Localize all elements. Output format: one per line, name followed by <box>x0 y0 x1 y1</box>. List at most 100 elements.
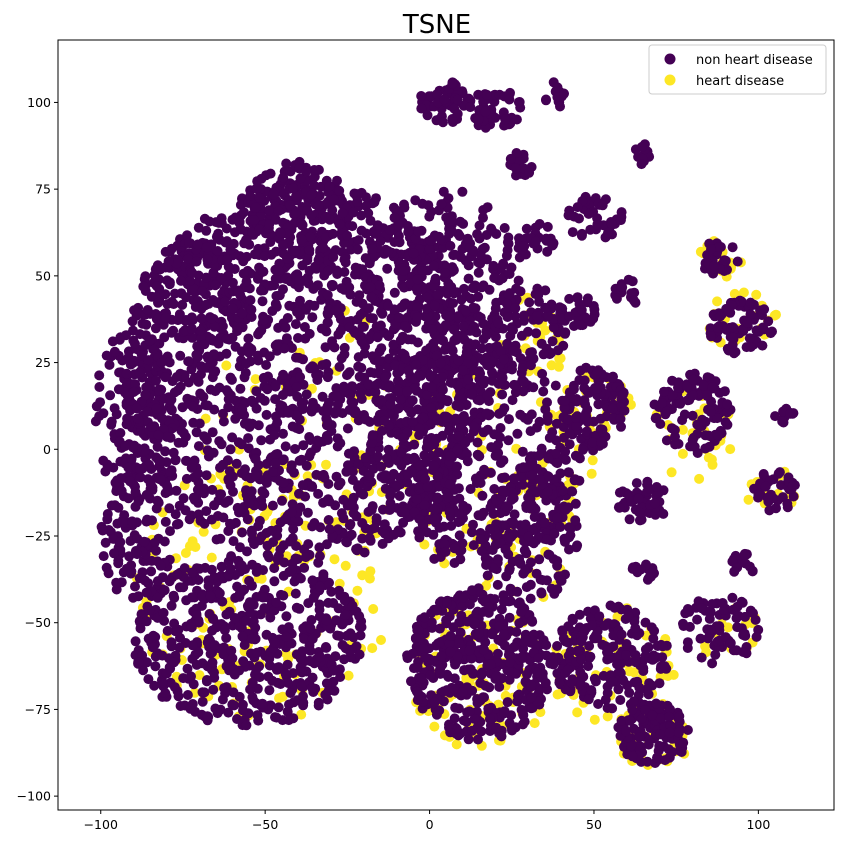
point-non-heart-disease <box>270 273 281 284</box>
point-non-heart-disease <box>226 551 237 562</box>
point-non-heart-disease <box>271 597 282 608</box>
point-non-heart-disease <box>365 215 376 226</box>
point-non-heart-disease <box>250 454 261 465</box>
point-non-heart-disease <box>244 575 255 586</box>
point-non-heart-disease <box>280 514 291 525</box>
point-non-heart-disease <box>152 592 163 603</box>
point-non-heart-disease <box>211 217 222 228</box>
point-non-heart-disease <box>318 571 329 582</box>
point-non-heart-disease <box>450 702 461 713</box>
point-non-heart-disease <box>307 672 318 683</box>
point-non-heart-disease <box>478 507 489 518</box>
point-non-heart-disease <box>238 268 249 279</box>
point-non-heart-disease <box>186 323 197 334</box>
point-non-heart-disease <box>238 207 249 218</box>
point-non-heart-disease <box>509 473 520 484</box>
point-non-heart-disease <box>367 244 378 255</box>
point-non-heart-disease <box>688 374 699 385</box>
point-non-heart-disease <box>307 361 318 372</box>
point-non-heart-disease <box>164 279 175 290</box>
point-non-heart-disease <box>241 358 252 369</box>
point-non-heart-disease <box>496 731 507 742</box>
point-non-heart-disease <box>115 537 126 548</box>
point-non-heart-disease <box>540 302 551 313</box>
point-non-heart-disease <box>427 324 438 335</box>
point-non-heart-disease <box>227 653 238 664</box>
point-non-heart-disease <box>476 343 487 354</box>
point-non-heart-disease <box>367 501 378 512</box>
point-non-heart-disease <box>298 700 309 711</box>
point-non-heart-disease <box>320 342 331 353</box>
point-heart-disease <box>677 448 688 459</box>
point-non-heart-disease <box>497 406 508 417</box>
point-non-heart-disease <box>547 240 558 251</box>
point-non-heart-disease <box>704 441 715 452</box>
point-non-heart-disease <box>436 199 447 210</box>
point-non-heart-disease <box>154 385 165 396</box>
point-non-heart-disease <box>314 581 325 592</box>
point-non-heart-disease <box>450 659 461 670</box>
point-non-heart-disease <box>504 269 515 279</box>
point-non-heart-disease <box>438 117 448 128</box>
point-non-heart-disease <box>226 374 237 385</box>
point-non-heart-disease <box>285 200 296 211</box>
point-non-heart-disease <box>525 426 536 437</box>
point-non-heart-disease <box>419 612 430 623</box>
point-non-heart-disease <box>208 684 219 695</box>
point-non-heart-disease <box>313 488 324 499</box>
point-non-heart-disease <box>157 677 168 688</box>
point-non-heart-disease <box>151 503 162 514</box>
point-non-heart-disease <box>453 355 464 366</box>
point-non-heart-disease <box>544 432 555 443</box>
point-non-heart-disease <box>246 633 257 644</box>
point-non-heart-disease <box>475 534 486 545</box>
point-non-heart-disease <box>485 524 495 534</box>
point-non-heart-disease <box>473 628 484 639</box>
point-non-heart-disease <box>441 618 452 629</box>
point-non-heart-disease <box>348 632 359 643</box>
point-non-heart-disease <box>243 443 254 454</box>
point-non-heart-disease <box>323 515 334 525</box>
point-non-heart-disease <box>186 671 196 682</box>
point-non-heart-disease <box>290 319 301 330</box>
point-non-heart-disease <box>191 659 202 670</box>
point-non-heart-disease <box>473 267 484 278</box>
point-non-heart-disease <box>424 211 435 222</box>
point-non-heart-disease <box>577 228 587 239</box>
point-non-heart-disease <box>271 712 282 723</box>
point-non-heart-disease <box>266 525 277 536</box>
point-non-heart-disease <box>543 471 554 482</box>
point-non-heart-disease <box>265 168 276 179</box>
point-non-heart-disease <box>410 633 421 643</box>
point-non-heart-disease <box>449 288 459 299</box>
point-non-heart-disease <box>128 357 139 368</box>
point-non-heart-disease <box>160 372 171 383</box>
point-non-heart-disease <box>185 703 196 714</box>
point-non-heart-disease <box>181 455 192 466</box>
point-non-heart-disease <box>526 615 537 626</box>
point-non-heart-disease <box>205 333 216 344</box>
point-non-heart-disease <box>164 246 175 257</box>
point-non-heart-disease <box>570 474 581 485</box>
point-non-heart-disease <box>596 437 607 447</box>
point-non-heart-disease <box>245 191 256 201</box>
point-non-heart-disease <box>309 300 320 311</box>
point-non-heart-disease <box>152 576 163 587</box>
point-non-heart-disease <box>534 219 545 229</box>
point-non-heart-disease <box>357 518 368 528</box>
point-heart-disease <box>738 287 749 298</box>
point-non-heart-disease <box>382 263 393 274</box>
point-heart-disease <box>206 552 217 563</box>
point-non-heart-disease <box>335 477 346 488</box>
point-non-heart-disease <box>457 687 468 698</box>
point-heart-disease <box>221 360 232 371</box>
point-non-heart-disease <box>150 264 161 275</box>
point-non-heart-disease <box>712 430 723 441</box>
point-non-heart-disease <box>494 432 505 443</box>
point-non-heart-disease <box>570 515 581 526</box>
point-non-heart-disease <box>379 415 390 426</box>
point-non-heart-disease <box>270 458 281 469</box>
point-non-heart-disease <box>327 281 338 292</box>
point-non-heart-disease <box>205 648 216 659</box>
point-non-heart-disease <box>290 207 301 218</box>
